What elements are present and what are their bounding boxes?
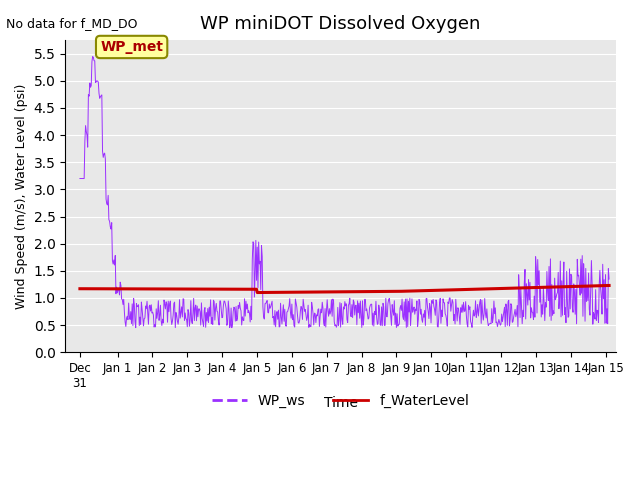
Text: WP_met: WP_met <box>100 40 163 54</box>
Y-axis label: Wind Speed (m/s), Water Level (psi): Wind Speed (m/s), Water Level (psi) <box>15 84 28 309</box>
Title: WP miniDOT Dissolved Oxygen: WP miniDOT Dissolved Oxygen <box>200 15 481 33</box>
Legend: WP_ws, f_WaterLevel: WP_ws, f_WaterLevel <box>207 389 475 414</box>
Text: No data for f_MD_DO: No data for f_MD_DO <box>6 17 138 30</box>
X-axis label: Time: Time <box>324 396 358 409</box>
